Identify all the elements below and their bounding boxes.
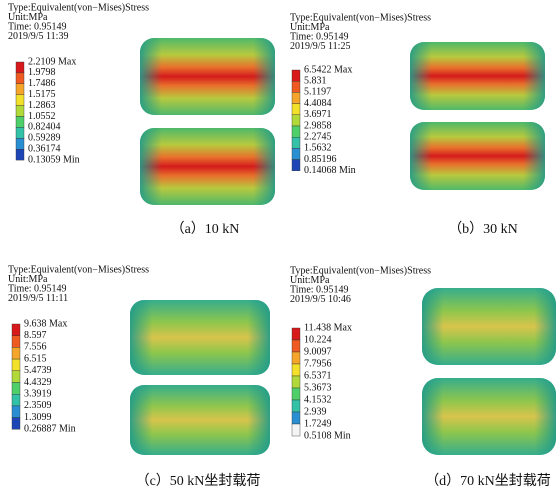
legend-label: 1.3099 (24, 412, 52, 423)
legend-swatch (12, 406, 20, 418)
legend-swatch (12, 324, 20, 336)
legend-label: 0.36174 (28, 143, 61, 154)
legend-label: 1.7249 (304, 418, 332, 429)
legend-swatch (292, 388, 300, 400)
header-line: 2019/9/5 11:25 (290, 41, 350, 52)
legend-label: 10.224 (304, 334, 332, 345)
legend-label: 7.556 (24, 342, 47, 353)
legend-label: 1.7486 (28, 78, 56, 89)
legend-label: 3.3919 (24, 388, 52, 399)
legend-swatch (292, 160, 300, 171)
legend-label: 1.0552 (28, 111, 56, 122)
caption: （a）10 kN (171, 221, 240, 237)
legend-label: 5.831 (304, 75, 327, 86)
figure: Type:Equivalent(von−Mises)StressUnit:MPa… (0, 0, 560, 493)
legend-label: 1.9798 (28, 67, 56, 78)
header-line: 2019/9/5 11:11 (8, 293, 68, 304)
legend-label: 5.1197 (304, 87, 331, 98)
legend-label: 2.3509 (24, 400, 52, 411)
legend-swatch (292, 92, 300, 103)
legend-label: 4.4084 (304, 98, 332, 109)
legend-label: 4.4329 (24, 377, 52, 388)
legend-swatch (12, 336, 20, 348)
legend-swatch (292, 364, 300, 376)
legend-label: 2.9858 (304, 120, 332, 131)
legend-label: 2.2109 Max (28, 56, 76, 67)
header-line: 2019/9/5 11:39 (8, 31, 68, 42)
legend-swatch (292, 352, 300, 364)
legend-swatch (292, 328, 300, 340)
legend-swatch (292, 104, 300, 115)
legend-label: 2.939 (304, 406, 327, 417)
legend-swatch (16, 106, 24, 117)
legend-swatch (16, 138, 24, 149)
legend-label: 5.4739 (24, 365, 52, 376)
legend-label: 4.1532 (304, 394, 332, 405)
legend-swatch (292, 81, 300, 92)
legend-label: 0.13059 Min (28, 154, 80, 165)
legend-swatch (292, 137, 300, 148)
legend-swatch (292, 424, 300, 436)
caption: （b）30 kN (448, 221, 518, 237)
legend-swatch (12, 394, 20, 406)
legend-swatch (292, 70, 300, 81)
legend-label: 0.14068 Min (304, 165, 356, 176)
legend-swatch (292, 115, 300, 126)
legend-label: 0.26887 Min (24, 424, 76, 435)
legend-swatch (16, 73, 24, 84)
legend-swatch (12, 418, 20, 430)
legend-swatch (12, 359, 20, 371)
legend-label: 0.82404 (28, 122, 61, 133)
legend-swatch (292, 340, 300, 352)
legend-label: 0.59289 (28, 133, 61, 144)
legend-swatch (12, 347, 20, 359)
legend-swatch (12, 383, 20, 395)
legend-label: 1.2863 (28, 100, 56, 111)
legend-label: 11.438 Max (304, 322, 352, 333)
legend-label: 0.85196 (304, 154, 337, 165)
legend-swatch (16, 62, 24, 73)
legend-swatch (16, 95, 24, 106)
legend-swatch (292, 400, 300, 412)
legend-swatch (16, 117, 24, 128)
caption: （d）70 kN坐封载荷 (425, 473, 551, 489)
legend-label: 5.3673 (304, 382, 332, 393)
legend-label: 6.515 (24, 353, 47, 364)
legend-swatch (16, 149, 24, 160)
legend-swatch (16, 127, 24, 138)
legend-swatch (292, 376, 300, 388)
legend-label: 7.7956 (304, 358, 332, 369)
legend-label: 1.5632 (304, 143, 332, 154)
legend-label: 3.6971 (304, 109, 332, 120)
model-shapes (130, 38, 556, 455)
legend-label: 9.0097 (304, 346, 332, 357)
caption: （c）50 kN坐封载荷 (136, 473, 261, 489)
legend-label: 6.5371 (304, 370, 332, 381)
legend-swatch (292, 148, 300, 159)
legend-label: 0.5108 Min (304, 430, 351, 441)
legend-swatch (292, 126, 300, 137)
legend-swatch (12, 371, 20, 383)
legend-label: 9.638 Max (24, 318, 67, 329)
legend-swatch (16, 84, 24, 95)
legend-label: 8.597 (24, 330, 47, 341)
legend-label: 1.5175 (28, 89, 56, 100)
header-line: 2019/9/5 10:46 (290, 294, 351, 305)
legend-swatch (292, 412, 300, 424)
legend-label: 6.5422 Max (304, 64, 352, 75)
legend-label: 2.2745 (304, 131, 332, 142)
